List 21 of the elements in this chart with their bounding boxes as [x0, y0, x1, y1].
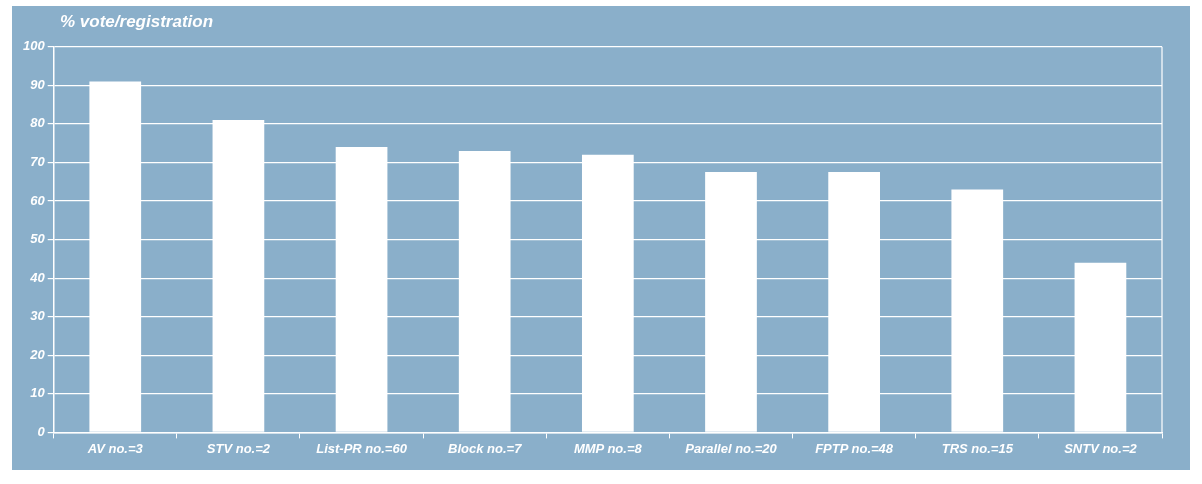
- y-tick-label: 90: [30, 76, 46, 92]
- y-tick-label: 80: [30, 115, 46, 131]
- chart-title: % vote/registration: [60, 12, 214, 32]
- x-tick-label: FPTP no.=48: [815, 440, 894, 456]
- x-tick-label: Block no.=7: [448, 440, 523, 456]
- y-tick-label: 10: [30, 385, 46, 401]
- x-tick-label: MMP no.=8: [573, 440, 643, 456]
- x-tick-label: SNTV no.=2: [1064, 440, 1138, 456]
- y-tick-label: 50: [30, 231, 46, 247]
- x-tick-label: AV no.=3: [86, 440, 144, 456]
- y-tick-label: 20: [29, 346, 46, 362]
- y-tick-label: 0: [37, 423, 46, 439]
- x-tick-label: STV no.=2: [206, 440, 271, 456]
- x-tick-label: TRS no.=15: [941, 440, 1014, 456]
- x-tick-label: Parallel no.=20: [685, 440, 778, 456]
- y-tick-label: 40: [29, 269, 46, 285]
- y-tick-label: 30: [30, 308, 46, 324]
- y-tick-label: 60: [30, 192, 46, 208]
- y-tick-label: 70: [30, 154, 46, 170]
- y-tick-label: 100: [22, 38, 46, 54]
- x-tick-label: List-PR no.=60: [316, 440, 408, 456]
